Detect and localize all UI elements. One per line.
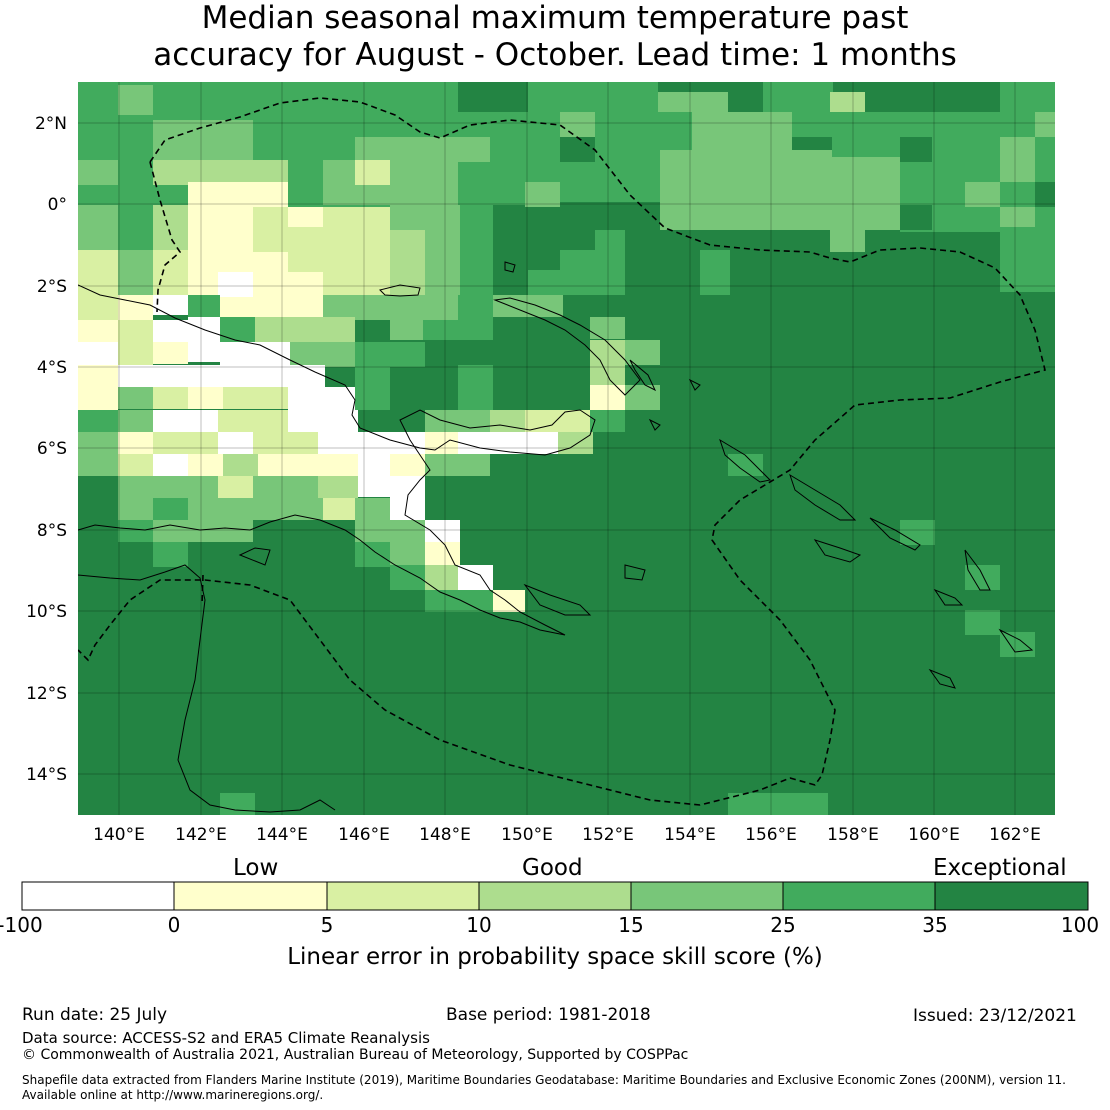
lat-tick-label: 2°S — [37, 277, 67, 297]
colorbar-bin-0-5 — [174, 882, 327, 910]
lat-tick-label: 0° — [48, 195, 67, 215]
lon-tick-label: 142°E — [175, 825, 227, 845]
colorbar-tick: 10 — [466, 913, 492, 937]
colorbar-bin-15-25 — [631, 882, 783, 910]
colorbar-frame — [21, 881, 1089, 911]
colorbar-tick: 35 — [922, 913, 948, 937]
lon-tick-labels: 140°E 142°E 144°E 146°E 148°E 150°E 152°… — [93, 825, 1041, 845]
colorbar-dividers — [173, 882, 936, 910]
lon-tick-label: 146°E — [338, 825, 390, 845]
lon-tick-label: 148°E — [419, 825, 471, 845]
colorbar-tick: -100 — [0, 913, 43, 937]
colorbar-category-low: Low — [233, 855, 279, 881]
data-source: Data source: ACCESS-S2 and ERA5 Climate … — [22, 1029, 430, 1047]
colorbar-bin-10-15 — [479, 882, 631, 910]
shapefile-credit-line-2: Available online at http://www.marinereg… — [22, 1088, 324, 1102]
run-date: Run date: 25 July — [22, 1005, 168, 1025]
copyright: © Commonwealth of Australia 2021, Austra… — [22, 1047, 689, 1063]
issued-date: Issued: 23/12/2021 — [913, 1006, 1077, 1026]
lon-tick-label: 150°E — [501, 825, 553, 845]
lat-tick-label: 10°S — [26, 602, 67, 622]
lon-tick-label: 140°E — [93, 825, 145, 845]
graticule — [78, 82, 1055, 815]
colorbar-category-exceptional: Exceptional — [933, 855, 1067, 881]
lon-tick-label: 160°E — [908, 825, 960, 845]
lat-tick-labels: 2°N 0° 2°S 4°S 6°S 8°S 10°S 12°S 14°S — [26, 114, 67, 785]
colorbar-tick: 0 — [167, 913, 181, 937]
colorbar-tick: 15 — [618, 913, 644, 937]
lon-tick-label: 156°E — [745, 825, 797, 845]
lon-tick-label: 152°E — [582, 825, 634, 845]
lon-tick-label: 162°E — [989, 825, 1041, 845]
colorbar-title: Linear error in probability space skill … — [287, 944, 823, 970]
lat-tick-label: 14°S — [26, 765, 67, 785]
lon-tick-label: 158°E — [827, 825, 879, 845]
lat-tick-label: 8°S — [37, 521, 67, 541]
map-plot-area — [78, 82, 1055, 815]
colorbar-bin-neg100-0 — [22, 882, 174, 910]
map-title: Median seasonal maximum temperature past… — [0, 0, 1110, 74]
colorbar-bin-5-10 — [327, 882, 479, 910]
colorbar-bin-25-35 — [783, 882, 935, 910]
shapefile-credit-line-1: Shapefile data extracted from Flanders M… — [22, 1073, 1066, 1087]
skill-grid-cells-mainland — [78, 85, 525, 612]
lon-tick-label: 144°E — [256, 825, 308, 845]
colorbar-tick: 5 — [320, 913, 334, 937]
eez-boundary — [78, 97, 1046, 806]
coastlines — [78, 261, 1034, 813]
colorbar-tick: 100 — [1060, 913, 1100, 937]
base-period: Base period: 1981-2018 — [446, 1005, 651, 1025]
colorbar-bin-35-100 — [935, 882, 1088, 910]
lat-tick-label: 2°N — [35, 114, 67, 134]
lon-tick-label: 154°E — [664, 825, 716, 845]
title-line-2: accuracy for August - October. Lead time… — [153, 37, 957, 73]
colorbar — [21, 881, 1089, 911]
colorbar-tick: 25 — [770, 913, 796, 937]
title-line-1: Median seasonal maximum temperature past — [201, 0, 909, 36]
lat-tick-label: 4°S — [37, 358, 67, 378]
lat-tick-label: 12°S — [26, 684, 67, 704]
lat-tick-label: 6°S — [37, 439, 67, 459]
skill-grid-cells-islands — [220, 295, 1035, 815]
colorbar-category-good: Good — [522, 855, 583, 881]
